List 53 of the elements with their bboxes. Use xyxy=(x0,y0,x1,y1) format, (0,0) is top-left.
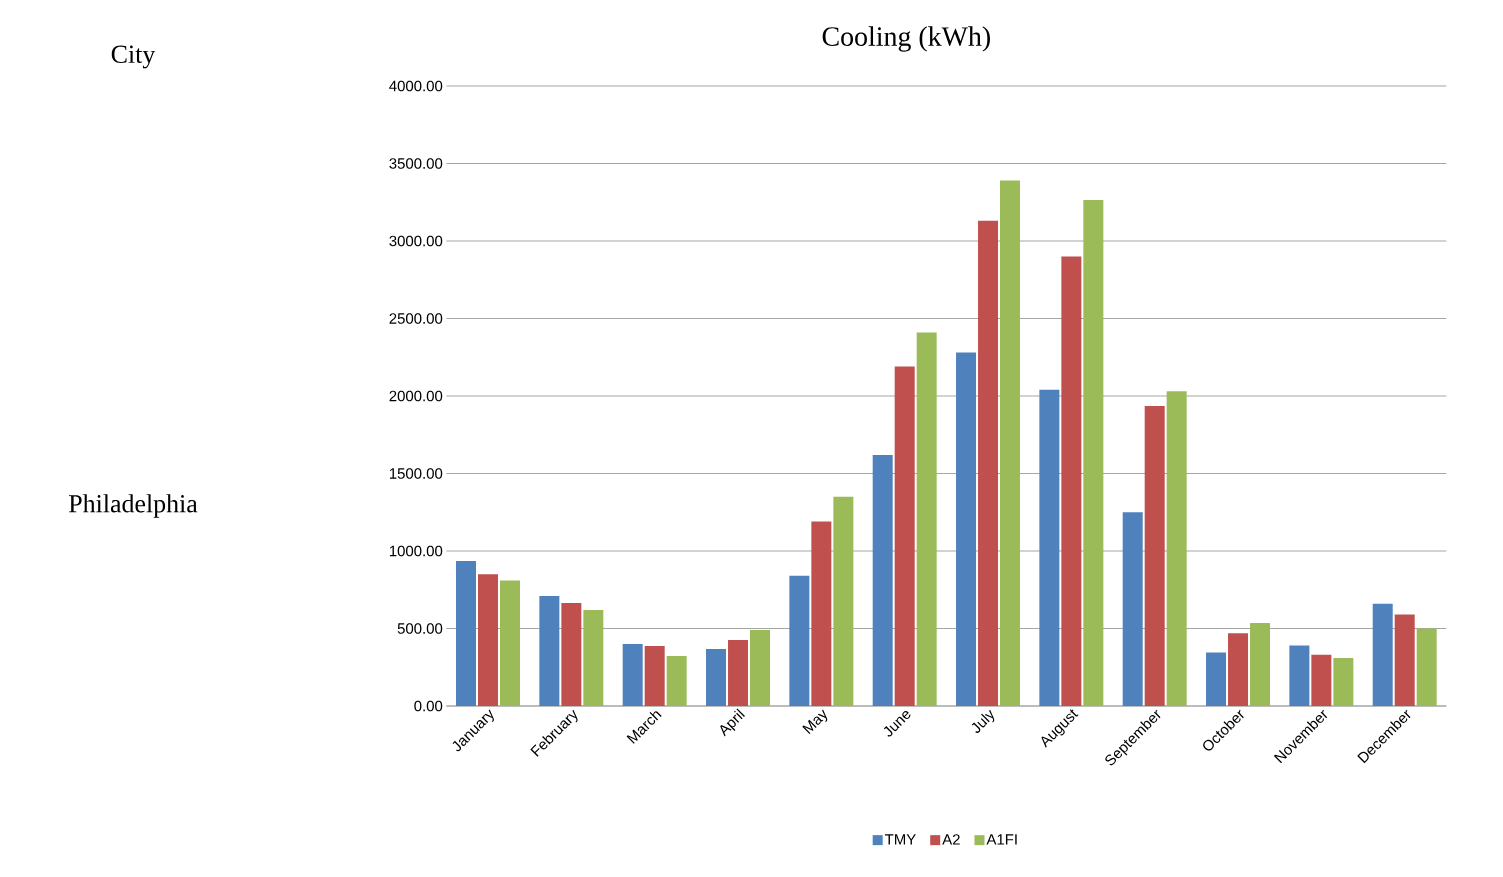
legend-label: A1FI xyxy=(986,834,1017,845)
y-tick-label: 4000.00 xyxy=(389,80,443,92)
bar xyxy=(872,454,893,706)
bar xyxy=(456,561,477,706)
bar xyxy=(583,609,604,706)
chart-title: Cooling (kWh) xyxy=(822,26,990,52)
y-tick-label: 3000.00 xyxy=(389,235,443,247)
bar xyxy=(478,574,499,706)
legend-label: A2 xyxy=(942,834,960,845)
y-tick-label: 500.00 xyxy=(397,623,443,634)
bar xyxy=(1372,603,1393,706)
x-tick-label: May xyxy=(802,709,828,735)
bar xyxy=(1122,512,1143,706)
y-tick-label: 3500.00 xyxy=(389,158,443,169)
bar xyxy=(1000,180,1021,706)
bar xyxy=(539,595,560,706)
y-tick-label: 1000.00 xyxy=(389,545,443,557)
bar xyxy=(1083,199,1104,706)
bar xyxy=(1166,391,1187,706)
bar xyxy=(706,648,727,706)
bar xyxy=(1039,389,1060,706)
bar xyxy=(1206,652,1227,706)
bar xyxy=(1289,645,1310,706)
y-tick-label: 1500.00 xyxy=(389,468,443,479)
bar xyxy=(1144,406,1165,706)
bar xyxy=(500,580,520,706)
legend-label: TMY xyxy=(885,834,916,845)
bar xyxy=(956,352,977,706)
bar xyxy=(644,646,665,706)
bar xyxy=(1394,614,1415,706)
y-tick-label: 0.00 xyxy=(414,700,443,712)
bar xyxy=(811,521,832,706)
bar xyxy=(978,220,999,706)
bar xyxy=(1250,623,1271,706)
bar xyxy=(666,655,687,706)
x-tick-label: July xyxy=(971,709,995,733)
bar xyxy=(789,575,810,706)
bar xyxy=(728,639,749,706)
y-tick-label: 2000.00 xyxy=(389,390,443,402)
bar xyxy=(833,496,854,706)
bar xyxy=(561,602,582,706)
bar xyxy=(1061,256,1082,706)
bar xyxy=(1311,654,1332,706)
bar xyxy=(916,332,937,706)
bar xyxy=(750,630,771,706)
text: Philadelphia xyxy=(69,494,198,518)
bar xyxy=(894,366,915,706)
bar xyxy=(622,644,643,706)
bar xyxy=(1416,628,1437,706)
bar xyxy=(1333,657,1354,706)
text: City xyxy=(111,45,156,69)
bar xyxy=(1228,633,1249,706)
y-tick-label: 2500.00 xyxy=(389,313,443,324)
